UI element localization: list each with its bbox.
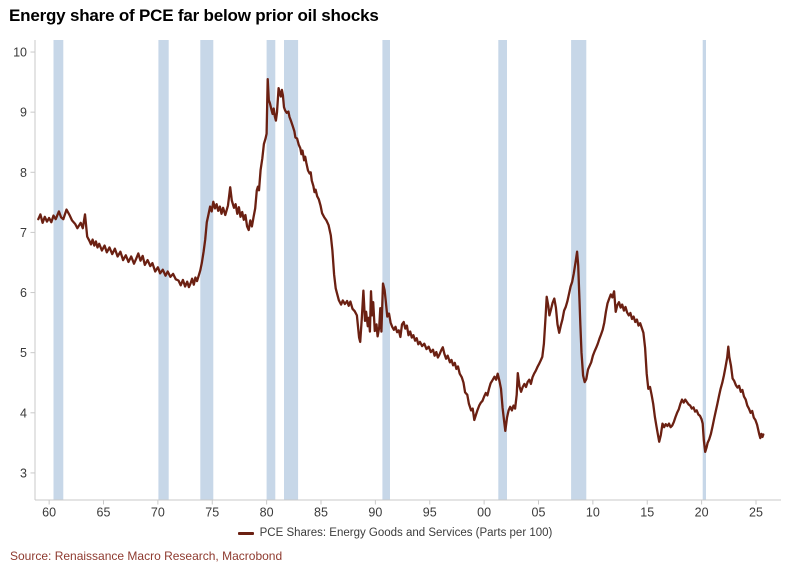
x-axis-tick-label: 15: [640, 506, 654, 520]
y-axis-tick-label: 10: [13, 46, 27, 60]
x-axis-tick-label: 85: [314, 506, 328, 520]
x-axis-tick-label: 90: [368, 506, 382, 520]
pce-energy-share-line: [37, 77, 765, 454]
y-axis-tick-label: 9: [20, 106, 27, 120]
x-axis-tick-label: 75: [205, 506, 219, 520]
recession-band: [382, 40, 390, 500]
x-axis-tick-label: 95: [423, 506, 437, 520]
x-axis-tick-label: 80: [260, 506, 274, 520]
x-axis-tick-label: 20: [695, 506, 709, 520]
x-axis-tick-label: 70: [151, 506, 165, 520]
x-axis-tick-label: 10: [586, 506, 600, 520]
y-axis-tick-label: 7: [20, 226, 27, 240]
x-axis-tick-label: 60: [42, 506, 56, 520]
y-axis-tick-label: 6: [20, 286, 27, 300]
recession-band: [266, 40, 276, 500]
source-text: Source: Renaissance Macro Research, Macr…: [10, 549, 283, 563]
chart-title: Energy share of PCE far below prior oil …: [9, 6, 379, 25]
recession-band: [284, 40, 299, 500]
legend: PCE Shares: Energy Goods and Services (P…: [0, 527, 790, 539]
y-axis-tick-label: 8: [20, 166, 27, 180]
recession-band: [200, 40, 214, 500]
x-axis-tick-label: 05: [532, 506, 546, 520]
x-axis-tick-label: 25: [749, 506, 763, 520]
legend-label: PCE Shares: Energy Goods and Services (P…: [259, 527, 553, 539]
recession-band: [498, 40, 507, 500]
x-axis-tick-label: 00: [477, 506, 491, 520]
x-axis-tick-label: 65: [97, 506, 111, 520]
y-axis-tick-label: 3: [20, 466, 27, 480]
y-axis-tick-label: 4: [20, 406, 27, 420]
legend-line-marker: [237, 531, 254, 535]
recession-band: [53, 40, 64, 500]
recession-band: [702, 40, 706, 500]
y-axis-tick-label: 5: [20, 346, 27, 360]
